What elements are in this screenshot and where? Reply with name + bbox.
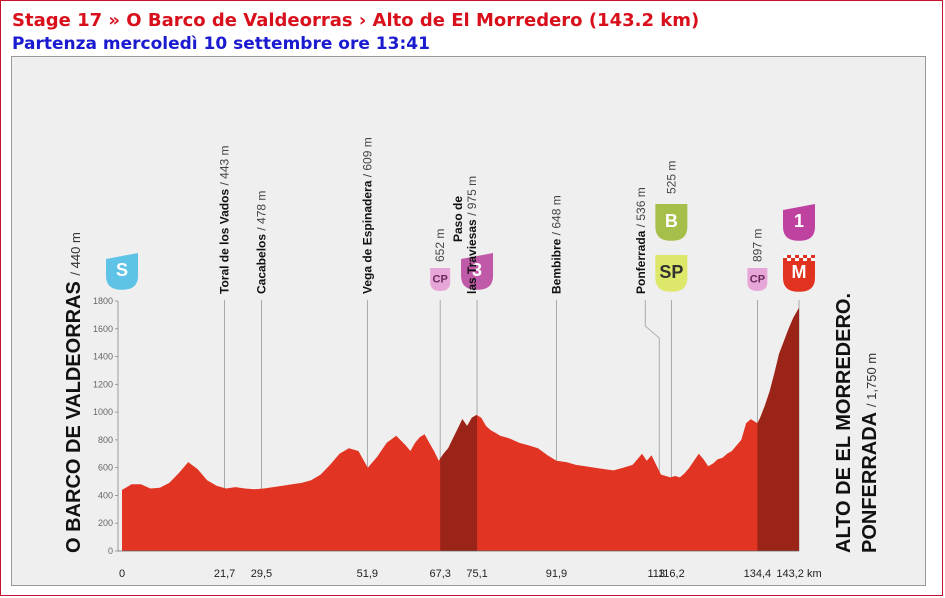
y-tick-label: 200	[98, 518, 113, 528]
checker-square	[783, 255, 787, 258]
climb-segment-2	[757, 307, 799, 551]
y-tick-label: 1200	[93, 379, 113, 389]
checker-square	[807, 255, 811, 258]
finish-label: ALTO DE EL MORREDERO. PONFERRADA / 1,750 …	[833, 293, 881, 553]
waypoint-name: Toral de los Vados / 443 m	[218, 145, 232, 294]
badge-label: SP	[659, 262, 683, 282]
start-town-name: O BARCO DE VALDEORRAS / 440 m	[63, 232, 85, 553]
km-label: 113	[647, 568, 665, 580]
badge-shape	[655, 204, 688, 241]
badge-label: CP	[750, 273, 765, 285]
badge-label: 1	[794, 211, 804, 231]
waypoint-label: Bembibre / 648 m	[549, 195, 563, 294]
bonus-badge: B	[655, 204, 688, 241]
stage-title: Stage 17 » O Barco de Valdeorras › Alto …	[12, 10, 700, 31]
cat1-climb-badge: 1	[783, 204, 815, 241]
km-label: 134,4	[744, 568, 772, 580]
y-tick-label: 800	[98, 435, 113, 445]
km-label: 143,2 km	[776, 568, 821, 580]
badge-shape	[747, 268, 768, 291]
waypoint-altitude: 525 m	[664, 161, 678, 194]
badge-label: S	[116, 260, 128, 280]
altitude-label: 525 m	[664, 161, 678, 194]
waypoint-name: Vega de Espinadera / 609 m	[360, 137, 374, 294]
checker-square	[795, 258, 799, 261]
waypoint-altitude: 897 m	[750, 229, 764, 262]
cp-badge: CP	[430, 268, 451, 291]
km-label: 21,7	[214, 568, 235, 580]
km-label: 116,2	[658, 568, 685, 580]
y-tick-label: 400	[98, 490, 113, 500]
sprint-badge: SP	[655, 255, 688, 292]
badge-shape	[461, 253, 494, 290]
waypoint-label: Cacabelos / 478 m	[254, 191, 268, 294]
badge-shape	[106, 253, 138, 290]
waypoint-name: Ponferrada / 536 m	[634, 187, 648, 294]
altitude-label: 652 m	[433, 229, 447, 262]
km-label: 75,1	[466, 568, 487, 580]
climb-segment-1	[440, 414, 478, 551]
badge-label: 3	[472, 260, 482, 280]
checker-square	[791, 255, 795, 258]
waypoint-label: Ponferrada / 536 m	[634, 187, 648, 294]
y-tick-label: 1400	[93, 352, 113, 362]
finish-name-line2: PONFERRADA / 1,750 m	[859, 353, 881, 553]
waypoint-guide-line	[644, 300, 660, 551]
waypoint-label: Vega de Espinadera / 609 m	[360, 137, 374, 294]
badge-label: CP	[433, 273, 448, 285]
cat3-climb-badge: 3	[461, 253, 494, 290]
badge-label: M	[792, 262, 807, 282]
km-label: 0	[119, 568, 125, 580]
km-label: 29,5	[251, 568, 272, 580]
y-tick-label: 0	[108, 546, 113, 556]
waypoint-name: Paso de	[451, 196, 465, 242]
checker-square	[803, 258, 807, 261]
altitude-label: 897 m	[750, 229, 764, 262]
finish-badge: M	[783, 255, 815, 292]
checker-square	[799, 255, 803, 258]
waypoint-altitude: 652 m	[433, 229, 447, 262]
start-town-label: O BARCO DE VALDEORRAS / 440 m	[63, 232, 85, 553]
badge-shape	[430, 268, 451, 291]
waypoint-name: Cacabelos / 478 m	[254, 191, 268, 294]
checker-square	[787, 258, 791, 261]
waypoint-label: Toral de los Vados / 443 m	[218, 145, 232, 294]
waypoint-label: Paso de las Traviesas / 975 m	[451, 176, 479, 294]
start-badge: S	[106, 253, 138, 290]
km-label: 51,9	[357, 568, 378, 580]
y-tick-label: 600	[98, 463, 113, 473]
waypoint-name-line2: las Traviesas / 975 m	[465, 176, 479, 294]
start-time-subtitle: Partenza mercoledì 10 settembre ore 13:4…	[12, 34, 430, 54]
y-tick-label: 1000	[93, 407, 113, 417]
cp-badge: CP	[747, 268, 768, 291]
badge-label: B	[665, 211, 678, 231]
y-tick-label: 1600	[93, 324, 113, 334]
finish-name: ALTO DE EL MORREDERO.	[833, 293, 855, 553]
y-tick-label: 1800	[93, 296, 113, 306]
badge-shape	[655, 255, 688, 292]
badge-shape	[783, 204, 815, 241]
waypoint-name: Bembibre / 648 m	[549, 195, 563, 294]
km-label: 91,9	[546, 568, 567, 580]
checker-square	[811, 258, 815, 261]
badge-shape	[783, 255, 815, 292]
km-label: 67,3	[429, 568, 450, 580]
